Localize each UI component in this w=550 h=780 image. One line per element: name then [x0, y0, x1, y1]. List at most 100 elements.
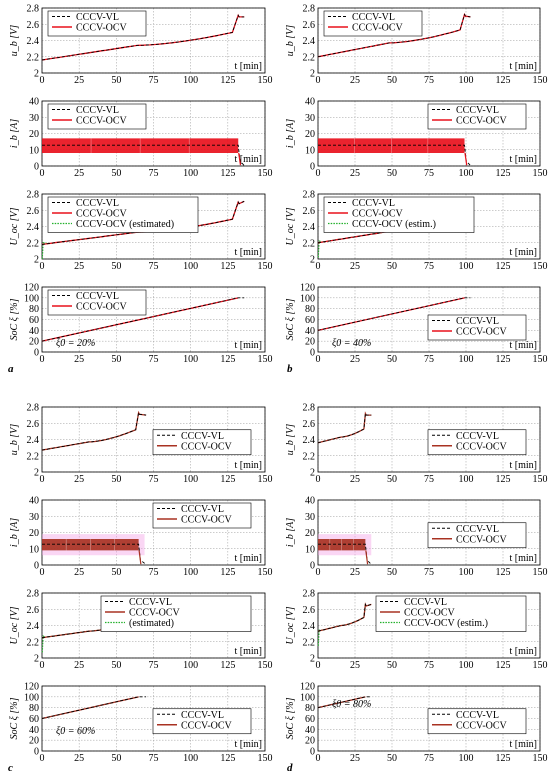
legend-label: CCCV-OCV [352, 23, 404, 34]
y-tick-label: 120 [300, 283, 315, 294]
x-tick-label: 100 [183, 168, 198, 179]
y-tick-label: 2.4 [303, 222, 316, 233]
series-vl-line [317, 297, 471, 331]
x-tick-label: 50 [387, 660, 397, 671]
x-axis-label: t [min] [510, 247, 538, 258]
x-tick-label: 0 [40, 75, 45, 86]
y-tick-label: 2.2 [303, 238, 316, 249]
y-tick-label: 30 [29, 113, 39, 124]
series-vl-line [42, 144, 245, 166]
x-tick-label: 0 [40, 261, 45, 272]
y-tick-label: 20 [305, 337, 315, 348]
x-tick-label: 75 [149, 354, 159, 365]
x-axis-label: t [min] [510, 739, 538, 750]
x-tick-label: 50 [387, 354, 397, 365]
x-tick-label: 25 [74, 753, 84, 764]
x-tick-label: 25 [350, 567, 360, 578]
plot-frame [317, 406, 541, 473]
x-tick-label: 25 [350, 168, 360, 179]
legend-label: CCCV-OCV (estimated) [76, 219, 174, 230]
x-tick-label: 75 [149, 75, 159, 86]
x-tick-label: 50 [387, 753, 397, 764]
y-tick-label: 2.4 [303, 36, 316, 47]
legend-label: CCCV-OCV [76, 209, 128, 220]
subplot: 0 25 50 75 100 125 150 2 2.2 2.4 2.6 2.8 u_b [V] t [m… [285, 403, 548, 486]
x-tick-label: 150 [258, 168, 273, 179]
x-tick-label: 150 [533, 753, 548, 764]
y-tick-label: 20 [29, 337, 39, 348]
x-tick-label: 100 [183, 660, 198, 671]
y-tick-label: 2 [34, 69, 39, 80]
legend-label: CCCV-VL [129, 597, 172, 608]
y-tick-label: 2.2 [303, 451, 316, 462]
plot-frame [41, 592, 266, 659]
y-tick-label: 2.6 [303, 605, 316, 616]
x-tick-label: 50 [111, 75, 121, 86]
x-tick-label: 100 [459, 753, 474, 764]
x-tick-label: 125 [496, 75, 511, 86]
y-tick-label: 2.4 [27, 36, 40, 47]
series-vl-line [41, 297, 245, 342]
y-tick-label: 2.8 [27, 403, 40, 414]
x-axis-label: t [min] [510, 646, 538, 657]
y-tick-label: 100 [300, 293, 315, 304]
y-tick-label: 2.2 [27, 52, 40, 63]
x-axis-label: t [min] [510, 460, 538, 471]
y-axis-label: U_oc [V] [285, 207, 296, 245]
x-tick-label: 0 [316, 75, 321, 86]
x-tick-label: 0 [316, 474, 321, 485]
legend-label: CCCV-OCV [456, 720, 508, 731]
legend-label: CCCV-OCV [181, 720, 233, 731]
x-tick-label: 125 [496, 567, 511, 578]
x-tick-label: 0 [40, 354, 45, 365]
series-vl-line [317, 602, 372, 632]
x-tick-label: 25 [350, 75, 360, 86]
y-tick-label: 0 [310, 162, 315, 173]
plot-frame [41, 499, 266, 566]
y-tick-label: 2.2 [303, 637, 316, 648]
x-axis-label: t [min] [235, 460, 263, 471]
x-tick-label: 0 [40, 660, 45, 671]
x-tick-label: 125 [496, 168, 511, 179]
legend-box [427, 314, 527, 341]
x-tick-label: 0 [316, 660, 321, 671]
x-tick-label: 100 [183, 75, 198, 86]
x-axis-label: t [min] [235, 553, 263, 564]
legend-label: CCCV-OCV [76, 116, 128, 127]
y-tick-label: 2.2 [27, 238, 40, 249]
x-tick-label: 150 [533, 261, 548, 272]
y-tick-label: 2 [310, 468, 315, 479]
y-tick-label: 40 [29, 725, 39, 736]
x-tick-label: 100 [183, 354, 198, 365]
subplot: 0 25 50 75 100 125 150 2 2.2 2.4 2.6 2.8 U_oc [V] t [… [9, 190, 273, 273]
x-tick-label: 50 [387, 168, 397, 179]
plot-frame [41, 7, 266, 74]
y-tick-label: 0 [310, 561, 315, 572]
subplot: 0 25 50 75 100 125 150 2 2.2 2.4 2.6 2.8 U_oc [V] t [… [9, 589, 273, 672]
y-tick-label: 2.8 [27, 589, 40, 600]
legend-label: CCCV-VL [456, 105, 499, 116]
legend-box [152, 708, 252, 735]
y-tick-label: 20 [29, 736, 39, 747]
series-ocv-line [464, 152, 468, 166]
y-tick-label: 40 [305, 326, 315, 337]
y-tick-label: 60 [29, 315, 39, 326]
series-ocv-line [317, 411, 372, 444]
y-axis-label: i_b [A] [285, 518, 296, 547]
x-tick-label: 100 [459, 660, 474, 671]
series-vl-line [318, 144, 471, 166]
legend-label: CCCV-OCV [181, 441, 233, 452]
legend-label: CCCV-OCV [129, 608, 181, 619]
legend-box [47, 196, 199, 233]
initial-soc-note: ξ0 = 20% [56, 338, 95, 349]
x-tick-label: 100 [183, 474, 198, 485]
x-tick-label: 0 [40, 753, 45, 764]
legend-label: CCCV-VL [181, 710, 224, 721]
x-tick-label: 25 [350, 660, 360, 671]
